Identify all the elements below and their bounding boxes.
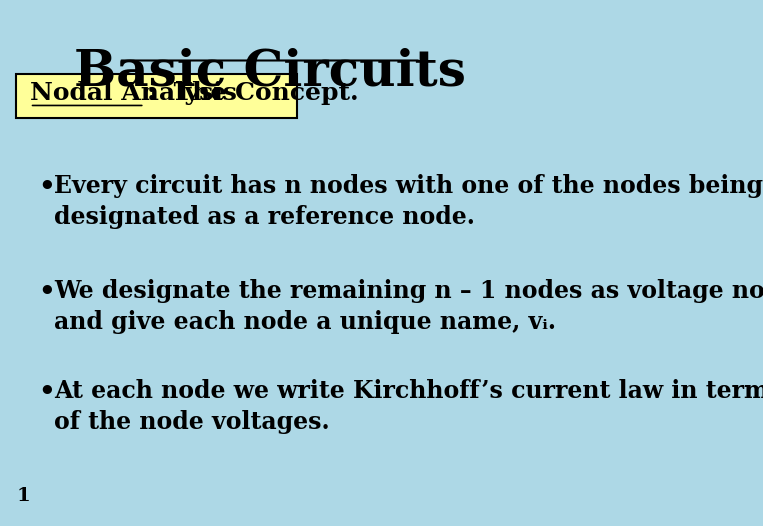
Text: •: • (38, 379, 54, 404)
Text: •: • (38, 174, 54, 199)
Text: Every circuit has n nodes with one of the nodes being
designated as a reference : Every circuit has n nodes with one of th… (54, 174, 763, 229)
Text: •: • (38, 279, 54, 304)
Text: Nodal Analysis: Nodal Analysis (30, 82, 237, 105)
Text: Basic Circuits: Basic Circuits (74, 47, 465, 96)
FancyBboxPatch shape (16, 74, 297, 118)
Text: 1: 1 (16, 487, 30, 505)
Text: We designate the remaining n – 1 nodes as voltage nodes
and give each node a uni: We designate the remaining n – 1 nodes a… (54, 279, 763, 335)
Text: At each node we write Kirchhoff’s current law in terms
of the node voltages.: At each node we write Kirchhoff’s curren… (54, 379, 763, 434)
Text: :  The Concept.: : The Concept. (146, 82, 359, 105)
